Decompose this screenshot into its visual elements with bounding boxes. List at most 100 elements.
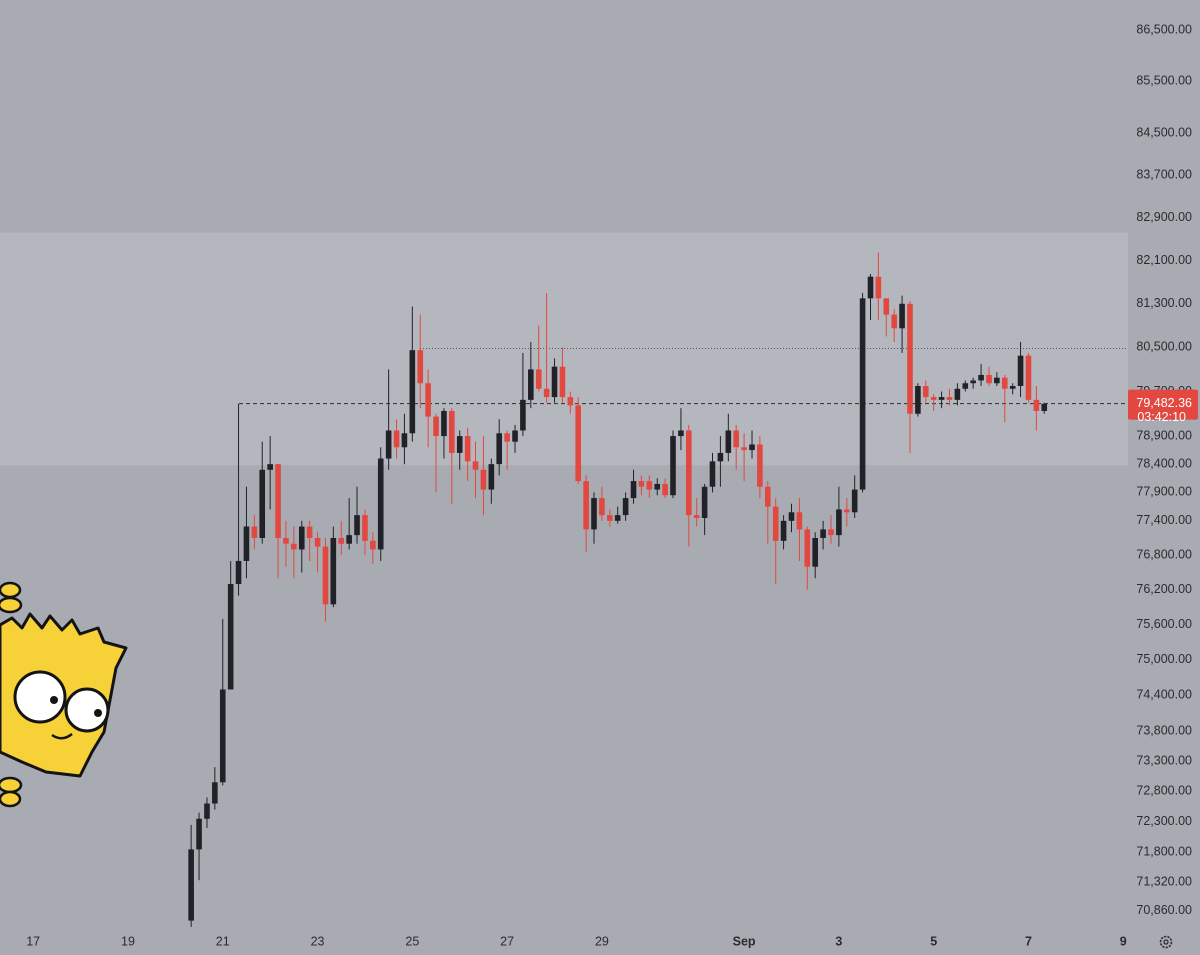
- candle-body: [535, 369, 542, 389]
- y-tick-label: 76,200.00: [1136, 582, 1192, 596]
- settings-gear[interactable]: [1159, 935, 1173, 949]
- x-tick-label: 19: [121, 934, 135, 948]
- y-tick-label: 81,300.00: [1136, 296, 1192, 310]
- candle-body: [591, 498, 597, 530]
- candle-body: [851, 489, 858, 513]
- candle-body: [456, 436, 463, 453]
- x-tick-label: 9: [1120, 934, 1127, 948]
- candle-body: [922, 385, 929, 398]
- candle-body: [646, 481, 653, 490]
- y-tick-label: 80,500.00: [1136, 340, 1192, 354]
- x-tick-label: 21: [216, 934, 230, 948]
- candle-body: [701, 486, 708, 518]
- candle-body: [559, 366, 566, 398]
- candle-body: [370, 540, 376, 550]
- candle-body: [946, 397, 953, 400]
- y-tick-label: 82,900.00: [1136, 210, 1192, 224]
- candle-body: [377, 458, 384, 550]
- candle-body: [251, 526, 258, 538]
- candle-body: [709, 461, 716, 487]
- cartoon-finger: [0, 581, 22, 599]
- zone-layer: [0, 232, 1128, 466]
- gear-ring[interactable]: [1159, 935, 1173, 949]
- y-tick-label: 73,300.00: [1136, 753, 1192, 767]
- cartoon-finger: [0, 596, 23, 614]
- candle-body: [306, 526, 313, 538]
- candle-body: [607, 515, 613, 521]
- candle-body: [733, 430, 739, 448]
- y-tick-label: 77,400.00: [1136, 513, 1192, 527]
- candle-body: [496, 433, 503, 465]
- y-tick-label: 82,100.00: [1136, 253, 1192, 267]
- candle-body: [338, 537, 345, 544]
- candle-body: [1033, 399, 1040, 411]
- x-tick-label: 3: [835, 934, 842, 948]
- candle-body: [488, 464, 495, 490]
- candle-body: [717, 452, 724, 462]
- candle-body: [1017, 355, 1024, 386]
- candle-body: [930, 397, 937, 400]
- candle-body: [899, 303, 905, 329]
- candle-body: [409, 350, 416, 434]
- candle-body: [938, 397, 945, 400]
- candle-body: [441, 410, 447, 437]
- candle-body: [512, 430, 518, 442]
- candle-body: [520, 399, 526, 431]
- y-tick-label: 72,800.00: [1136, 784, 1192, 798]
- x-tick-label: Sep: [733, 934, 756, 948]
- y-tick-label: 74,400.00: [1136, 688, 1192, 702]
- candle-body: [638, 481, 645, 487]
- candle-body: [836, 509, 842, 536]
- candle-body: [891, 314, 898, 329]
- candle-body: [196, 818, 202, 850]
- candle-body: [227, 584, 234, 690]
- cartoon-mouth: [51, 732, 73, 740]
- candle-body: [994, 377, 1000, 384]
- y-tick-label: 71,320.00: [1136, 874, 1192, 888]
- candle-body: [741, 447, 747, 451]
- candle-body: [859, 298, 866, 490]
- x-tick-label: 23: [311, 934, 325, 948]
- gear-hub[interactable]: [1163, 939, 1169, 945]
- last-price-label: 79,482.36: [1136, 396, 1192, 410]
- candle-body: [528, 369, 534, 400]
- candle-body: [654, 483, 661, 490]
- candle-layer: [188, 252, 1048, 927]
- candle-body: [978, 374, 984, 381]
- cartoon-finger: [0, 776, 23, 794]
- candle-body: [212, 782, 218, 804]
- candle-body: [219, 689, 226, 783]
- candle-body: [915, 385, 921, 414]
- axis-layer: 86,500.00 85,500.00 84,500.00 83,700.00 82,9…: [26, 22, 1198, 948]
- candle-body: [267, 464, 273, 470]
- last-price-box: [1128, 389, 1198, 420]
- candle-body: [417, 350, 424, 384]
- candle-body: [401, 433, 408, 448]
- candle-body: [820, 529, 826, 538]
- candle-body: [725, 430, 732, 453]
- candle-body: [812, 537, 818, 567]
- cartoon-eye: [64, 687, 110, 733]
- candle-body: [346, 535, 352, 544]
- candle-body: [480, 469, 487, 490]
- candle-body: [788, 512, 795, 521]
- y-tick-label: 85,500.00: [1136, 74, 1192, 88]
- candle-body: [883, 298, 890, 315]
- candle-body: [283, 537, 289, 544]
- y-tick-label: 78,900.00: [1136, 428, 1192, 442]
- x-tick-label: 29: [595, 934, 609, 948]
- candle-body: [204, 803, 210, 819]
- candle-body: [970, 380, 976, 384]
- candle-body: [243, 526, 250, 561]
- candle-body: [543, 388, 550, 398]
- y-tick-label: 78,400.00: [1136, 456, 1192, 470]
- candle-body: [433, 416, 439, 437]
- x-tick-label: 7: [1025, 934, 1032, 948]
- candle-body: [828, 529, 834, 536]
- candle-body: [472, 461, 479, 470]
- x-tick-label: 5: [930, 934, 937, 948]
- countdown-label: 03:42:10: [1137, 410, 1186, 424]
- candle-body: [354, 515, 360, 536]
- candle-body: [907, 303, 913, 414]
